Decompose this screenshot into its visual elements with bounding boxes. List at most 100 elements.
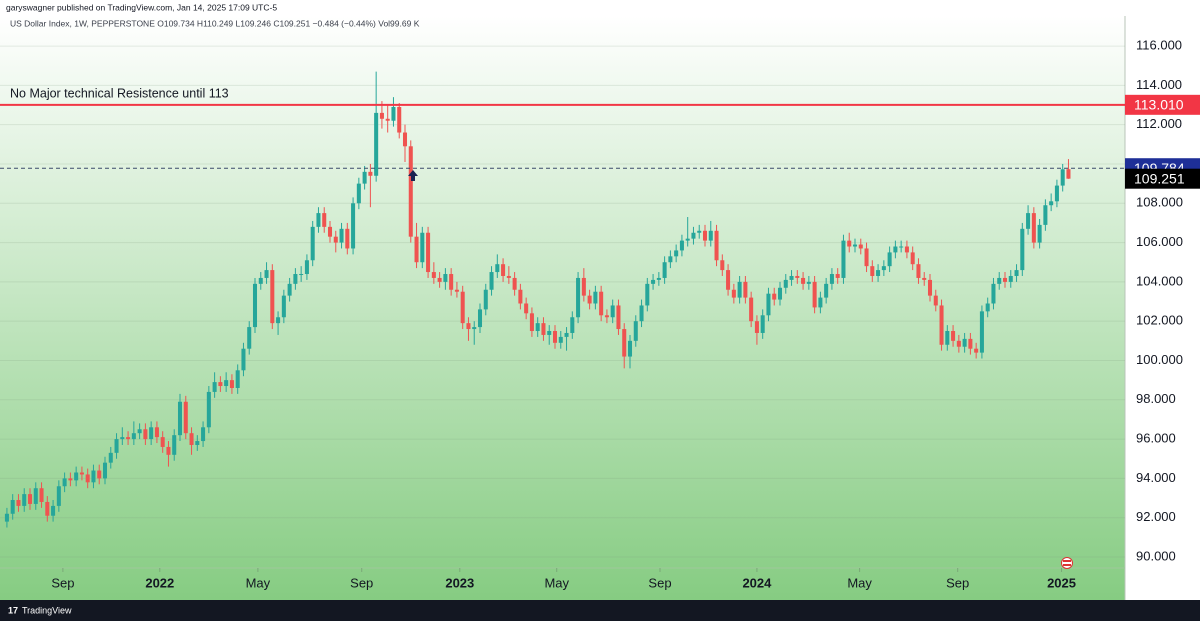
candle-body bbox=[79, 472, 84, 475]
candle-body bbox=[362, 171, 367, 184]
x-tick-label: May bbox=[544, 575, 569, 590]
candle-body bbox=[120, 437, 125, 440]
candle-body bbox=[904, 246, 909, 253]
candle-body bbox=[345, 228, 350, 249]
candle-body bbox=[679, 240, 684, 251]
candle-body bbox=[437, 277, 442, 282]
x-tick-label: May bbox=[847, 575, 872, 590]
candle-body bbox=[887, 252, 892, 267]
header-bar bbox=[0, 0, 1200, 16]
candle-body bbox=[91, 470, 96, 483]
candle-body bbox=[662, 262, 667, 278]
candle-body bbox=[570, 317, 575, 333]
candle-body bbox=[789, 275, 794, 280]
candle-body bbox=[172, 435, 177, 455]
x-tick-label: 2025 bbox=[1047, 575, 1076, 590]
candle-body bbox=[754, 321, 759, 333]
candle-body bbox=[927, 279, 933, 296]
candle-body bbox=[847, 240, 852, 247]
candle-body bbox=[333, 236, 338, 243]
candle-body bbox=[137, 429, 142, 434]
candle-body bbox=[547, 331, 552, 335]
candle-body bbox=[166, 446, 171, 455]
candle-body bbox=[766, 293, 771, 316]
candle-body bbox=[968, 338, 973, 349]
candle-body bbox=[899, 246, 904, 248]
candle-body bbox=[558, 336, 563, 343]
candle-body bbox=[339, 228, 344, 243]
candle-body bbox=[74, 472, 79, 481]
candle-body bbox=[97, 470, 102, 479]
footer-bar bbox=[0, 600, 1200, 621]
candle-body bbox=[316, 213, 321, 227]
candle-body bbox=[760, 315, 765, 333]
candle-body bbox=[731, 289, 736, 298]
grid bbox=[0, 45, 1125, 572]
candle-body bbox=[581, 277, 586, 296]
candle-body bbox=[454, 289, 459, 292]
candle-body bbox=[149, 427, 154, 440]
candle-body bbox=[501, 264, 506, 276]
candle-body bbox=[351, 203, 356, 249]
candle-body bbox=[627, 340, 633, 357]
overlays bbox=[0, 103, 1125, 169]
candle-body bbox=[645, 283, 650, 306]
candle-body bbox=[956, 340, 961, 347]
candle-body bbox=[506, 275, 511, 278]
candle-body bbox=[795, 275, 800, 278]
candle-body bbox=[270, 270, 275, 324]
x-tick-label: Sep bbox=[648, 575, 671, 590]
candle-body bbox=[56, 486, 61, 506]
candle-body bbox=[974, 348, 979, 353]
candle-body bbox=[593, 291, 598, 304]
candle-body bbox=[131, 433, 136, 440]
candle-body bbox=[126, 437, 131, 440]
footer-logo: TradingView bbox=[22, 605, 72, 615]
y-tick-label: 100.000 bbox=[1136, 352, 1183, 367]
candle-body bbox=[841, 240, 846, 278]
candle-body bbox=[610, 305, 615, 318]
candle-body bbox=[599, 291, 604, 316]
candle-body bbox=[62, 478, 67, 487]
candle-body bbox=[916, 264, 921, 278]
candle-body bbox=[327, 226, 333, 237]
candle-body bbox=[224, 380, 229, 387]
candle-body bbox=[420, 232, 425, 263]
candle-body bbox=[749, 297, 754, 322]
candle-body bbox=[397, 106, 402, 133]
candle-body bbox=[858, 244, 863, 249]
candle-body bbox=[616, 305, 621, 330]
candle-body bbox=[264, 270, 269, 278]
footer-logo-mark: 17 bbox=[8, 605, 18, 615]
candle-body bbox=[293, 274, 298, 284]
candle-body bbox=[466, 323, 471, 330]
candle-body bbox=[870, 266, 875, 276]
candle-body bbox=[495, 264, 500, 273]
candle-body bbox=[212, 382, 217, 392]
candle-body bbox=[945, 331, 950, 345]
candle-body bbox=[587, 295, 592, 304]
x-tick-label: 2024 bbox=[742, 575, 772, 590]
candle-body bbox=[777, 287, 783, 300]
candle-body bbox=[962, 338, 967, 347]
candle-body bbox=[356, 183, 361, 204]
candle-body bbox=[1060, 169, 1065, 186]
candle-body bbox=[1014, 270, 1019, 276]
y-tick-label: 94.000 bbox=[1136, 470, 1176, 485]
y-tick-label: 114.000 bbox=[1136, 77, 1182, 92]
x-tick-label: Sep bbox=[946, 575, 969, 590]
candle-body bbox=[489, 272, 494, 290]
last-price-label: 109.251 bbox=[1134, 170, 1185, 186]
candle-body bbox=[708, 230, 713, 241]
candle-body bbox=[991, 283, 996, 304]
candle-body bbox=[1066, 169, 1071, 179]
y-tick-label: 96.000 bbox=[1136, 431, 1176, 446]
candle-body bbox=[518, 289, 523, 304]
last-price-box bbox=[1125, 168, 1200, 189]
candle-body bbox=[391, 106, 396, 121]
candle-body bbox=[39, 488, 44, 502]
y-tick-label: 90.000 bbox=[1136, 548, 1176, 563]
chart-legend: US Dollar Index, 1W, PEPPERSTONE O109.73… bbox=[10, 18, 420, 28]
candle-body bbox=[893, 246, 898, 253]
candle-body bbox=[541, 323, 546, 335]
